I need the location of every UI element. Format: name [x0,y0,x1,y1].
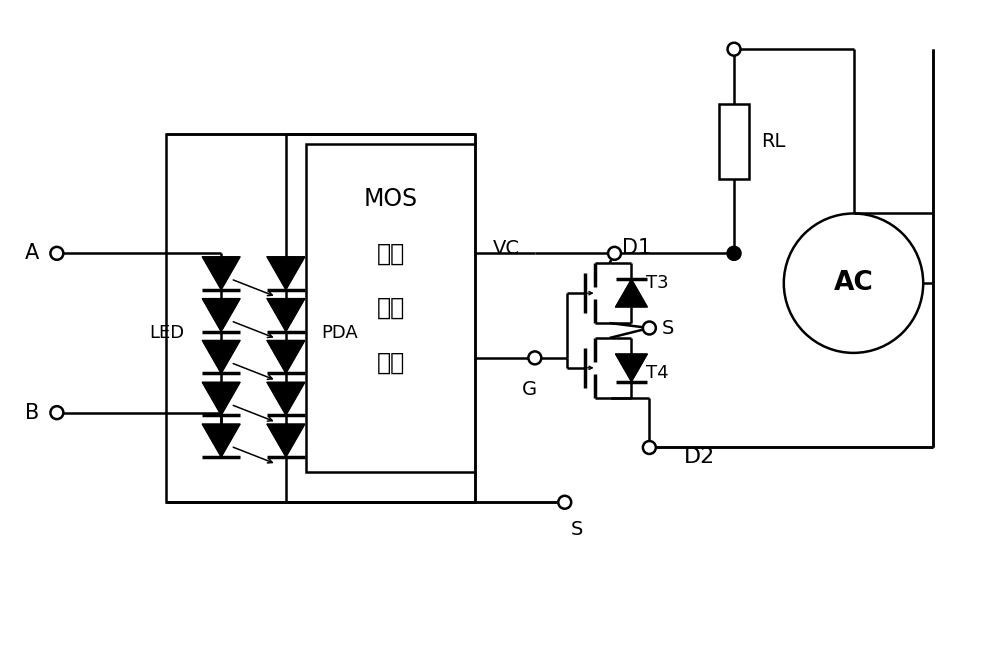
Text: 唸极: 唸极 [376,241,405,265]
Circle shape [50,406,63,419]
Text: S: S [570,520,583,539]
Text: MOS: MOS [363,187,418,211]
Text: G: G [522,380,537,399]
Text: RL: RL [761,132,785,151]
Polygon shape [267,257,305,290]
Circle shape [643,441,656,454]
Circle shape [643,322,656,334]
Bar [719,104,749,178]
Text: D1: D1 [622,238,652,259]
Polygon shape [202,257,240,290]
Circle shape [528,351,541,365]
Text: VC: VC [493,239,520,258]
Polygon shape [616,354,647,382]
Polygon shape [202,382,240,415]
Polygon shape [267,424,305,457]
Text: AC: AC [834,270,873,296]
Text: T4: T4 [646,364,669,382]
Text: LED: LED [149,324,184,342]
Circle shape [728,247,740,260]
Bar [306,144,475,472]
Polygon shape [202,299,240,332]
Text: PDA: PDA [321,324,358,342]
Polygon shape [616,279,647,307]
Circle shape [608,247,621,260]
Polygon shape [202,340,240,373]
Circle shape [558,495,571,509]
Polygon shape [267,340,305,373]
Polygon shape [267,299,305,332]
Text: T3: T3 [646,274,669,292]
Circle shape [50,247,63,260]
Text: 电路: 电路 [376,351,405,375]
Text: A: A [25,243,39,263]
Text: S: S [661,318,674,338]
Circle shape [728,43,740,56]
Text: B: B [25,403,39,422]
Polygon shape [202,424,240,457]
Text: 控制: 控制 [376,296,405,320]
Text: D2: D2 [684,447,715,467]
Bar [166,134,475,502]
Polygon shape [267,382,305,415]
Circle shape [784,213,923,353]
